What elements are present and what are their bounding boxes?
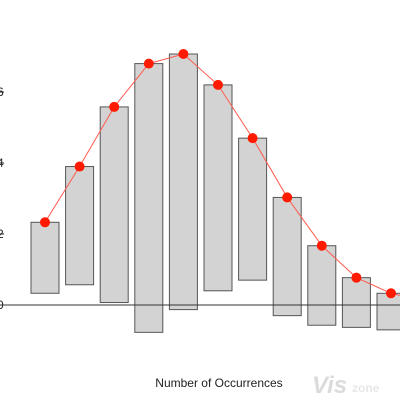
watermark-logo: Vis zone [312,372,380,399]
hanging-bar [238,137,268,281]
expected-point [282,192,293,203]
y-tick-label: 2 [0,227,4,241]
expected-point [40,217,50,228]
expected-point [247,133,258,144]
y-tick-label: 4 [0,156,4,170]
bars-group [30,53,400,333]
hanging-bar [272,196,302,317]
hanging-bar [376,292,400,331]
expected-point [109,101,120,112]
expected-point [386,288,396,299]
y-tick-label: 6 [0,85,4,99]
hanging-bar [134,63,164,333]
hanging-bar [30,221,60,294]
hanging-bar [99,106,129,304]
watermark-text-sub: zone [352,381,380,395]
expected-point [316,240,327,251]
watermark-text-main: Vis [312,372,347,399]
expected-point [143,58,154,69]
expected-line [44,53,400,296]
hanging-bar [307,245,337,326]
hanging-bar [65,166,95,286]
expected-point [178,49,189,60]
hanging-bar [168,53,198,311]
expected-point [74,161,85,172]
expected-curve [40,49,400,299]
expected-point [351,272,362,283]
hanging-bar [203,84,233,292]
hanging-bar [341,277,371,328]
expected-point [213,79,223,90]
x-axis-label: Number of Occurrences [155,376,282,390]
